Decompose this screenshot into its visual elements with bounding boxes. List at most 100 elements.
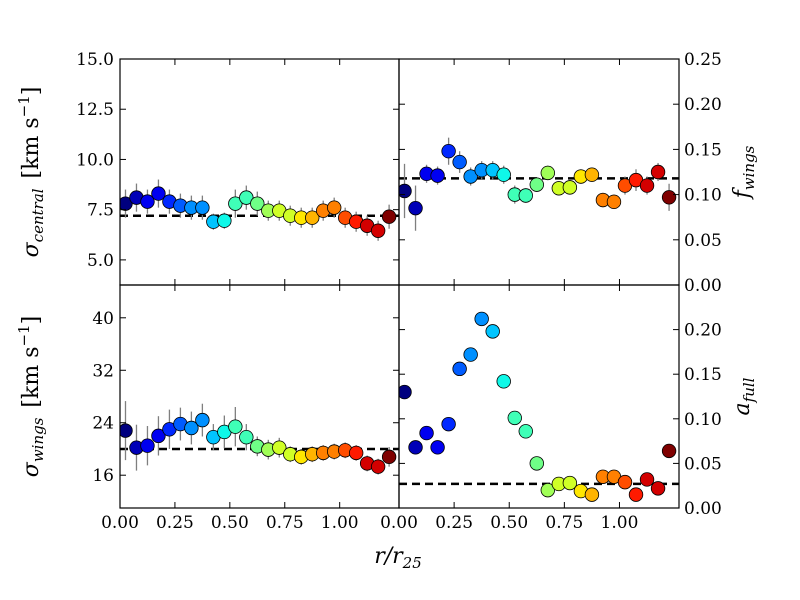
plot-area: [120, 401, 399, 475]
data-point: [239, 429, 254, 445]
data-point: [239, 190, 254, 205]
data-point: [348, 445, 364, 461]
data-point: [195, 412, 210, 428]
data-point: [540, 482, 556, 498]
x-tick-label: 0.75: [545, 513, 583, 533]
y-tick-label: 0.00: [684, 276, 722, 296]
y-tick-label: 12.5: [76, 100, 114, 120]
data-point: [430, 440, 445, 455]
y-axis-label-unit-exp: −1: [15, 324, 33, 346]
data-point: [628, 487, 644, 502]
data-point: [507, 410, 522, 426]
data-point: [140, 438, 155, 453]
data-point: [562, 475, 578, 491]
axes-frame: [398, 284, 680, 509]
data-point: [518, 188, 533, 203]
panel-bottom-right: 0.00 0.05 0.10 0.15 0.20 0.00 0.25 0.50 0.75 1.00…: [380, 284, 758, 533]
y-tick-label: 0.20: [684, 95, 722, 115]
x-axis-label-main: r/r: [374, 544, 404, 569]
y-axis-label-unit: [km s: [19, 117, 44, 178]
x-tick-label: 0.50: [211, 513, 249, 533]
y-axis-label: afull: [730, 377, 758, 415]
data-point: [452, 154, 467, 170]
y-axis-label-sub: central: [29, 188, 47, 242]
data-point: [441, 416, 456, 432]
data-point: [661, 443, 677, 459]
data-point: [584, 487, 600, 502]
data-point: [496, 167, 511, 182]
y-tick-label: 24: [92, 414, 114, 434]
data-point: [430, 168, 445, 183]
data-point: [617, 474, 633, 490]
data-point: [151, 428, 166, 444]
y-tick-label: 0.20: [684, 321, 722, 341]
data-point: [419, 425, 434, 441]
data-point: [496, 374, 511, 389]
y-tick-label: 10.0: [76, 150, 114, 170]
y-tick-label: 7.5: [87, 201, 114, 221]
data-point: [370, 459, 386, 474]
y-axis-label-sub: full: [740, 377, 758, 403]
x-axis-label: r/r25: [374, 544, 422, 572]
data-point: [195, 200, 210, 215]
data-point: [151, 186, 166, 201]
data-point: [184, 420, 199, 436]
y-axis-label: fwings: [730, 145, 758, 200]
data-point: [562, 180, 578, 195]
y-tick-label: 40: [92, 309, 114, 329]
data-point: [463, 347, 478, 362]
y-tick-label: 0.05: [684, 454, 722, 474]
data-point: [140, 194, 155, 209]
y-axis-label-symbol: σ: [19, 461, 44, 477]
y-axis-label-unit-end: ]: [19, 316, 44, 325]
data-point: [120, 423, 133, 438]
y-tick-label: 0.10: [684, 410, 722, 430]
y-axis-label-sub: wings: [29, 417, 47, 462]
x-tick-label: 1.00: [321, 513, 359, 533]
panel-top-left: 5.0 7.5 10.0 12.5 15.0 σcentral [km s−1]: [15, 50, 400, 286]
y-axis-label-unit: [km s: [19, 347, 44, 408]
data-point: [326, 200, 342, 215]
x-axis-label-sub: 25: [402, 554, 422, 572]
y-axis-label-unit-exp: −1: [15, 95, 33, 117]
panel-top-right: 0.00 0.05 0.10 0.15 0.20 0.25 fwings: [398, 50, 758, 296]
y-tick-label: 0.15: [684, 140, 722, 160]
data-point: [408, 200, 423, 216]
data-point: [399, 183, 412, 199]
data-point: [250, 196, 265, 211]
y-axis-label: σcentral [km s−1]: [15, 87, 47, 258]
data-point: [540, 165, 556, 181]
y-axis-label-unit-end: ]: [19, 87, 44, 96]
data-point: [463, 169, 478, 184]
data-point: [120, 196, 133, 211]
data-point: [529, 456, 544, 471]
plot-area: [399, 311, 679, 502]
y-axis-label: σwings [km s−1]: [15, 316, 47, 477]
data-point: [650, 164, 666, 180]
y-tick-label: 5.0: [87, 251, 114, 271]
y-axis-label-symbol: a: [730, 402, 755, 415]
data-point: [441, 144, 456, 159]
x-tick-label: 0.25: [156, 513, 194, 533]
y-tick-label: 0.00: [684, 499, 722, 519]
data-point: [474, 311, 489, 327]
data-point: [399, 384, 412, 400]
data-point: [228, 196, 243, 211]
y-tick-label: 0.15: [684, 365, 722, 385]
data-point: [452, 361, 467, 377]
data-point: [661, 190, 677, 205]
data-point: [272, 440, 287, 455]
x-tick-label: 0.00: [101, 513, 139, 533]
data-point: [228, 419, 243, 434]
y-tick-label: 0.05: [684, 231, 722, 251]
x-tick-label: 0.75: [266, 513, 304, 533]
data-point: [584, 167, 600, 182]
plot-area: [399, 137, 679, 231]
x-tick-label: 0.00: [380, 513, 418, 533]
data-point: [529, 177, 544, 192]
data-point: [305, 210, 320, 225]
data-point: [408, 440, 423, 455]
y-axis-label-symbol: σ: [19, 241, 44, 257]
data-point: [381, 209, 397, 224]
